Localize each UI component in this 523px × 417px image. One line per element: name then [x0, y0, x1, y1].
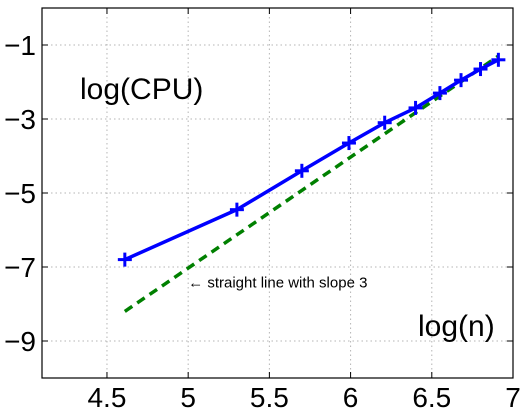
- data-point-marker: [229, 202, 244, 217]
- annotation-slope-line: ← straight line with slope 3: [188, 274, 367, 291]
- data-point-marker: [491, 52, 506, 67]
- series-line-slope-3: [123, 54, 500, 313]
- x-tick-label: 5.5: [250, 382, 289, 413]
- data-point-marker: [294, 163, 309, 178]
- y-tick-label: −3: [4, 104, 36, 135]
- y-tick-label: −5: [4, 178, 36, 209]
- series-line-cpu: [124, 58, 500, 262]
- x-tick-label: 6.5: [412, 382, 451, 413]
- x-tick-label: 5: [180, 382, 196, 413]
- data-point-marker: [432, 86, 447, 101]
- x-axis-label: log(n): [418, 310, 495, 343]
- series-layer: [117, 52, 506, 313]
- x-tick-label: 7: [505, 382, 521, 413]
- x-tick-label: 4.5: [87, 382, 126, 413]
- data-point-marker: [473, 62, 488, 77]
- ticks-layer: 4.5 5 5.5 6 6.5 7 −1 −3 −5 −7 −9: [4, 8, 521, 413]
- data-point-marker: [341, 136, 356, 151]
- y-tick-label: −7: [4, 252, 36, 283]
- x-tick-label: 6: [343, 382, 359, 413]
- grid: [42, 8, 514, 378]
- y-axis-label: log(CPU): [80, 73, 203, 106]
- y-tick-label: −1: [4, 30, 36, 61]
- data-point-marker: [408, 100, 423, 115]
- y-tick-label: −9: [4, 326, 36, 357]
- data-point-marker: [377, 115, 392, 130]
- data-point-marker: [117, 252, 132, 267]
- data-point-marker: [454, 73, 469, 88]
